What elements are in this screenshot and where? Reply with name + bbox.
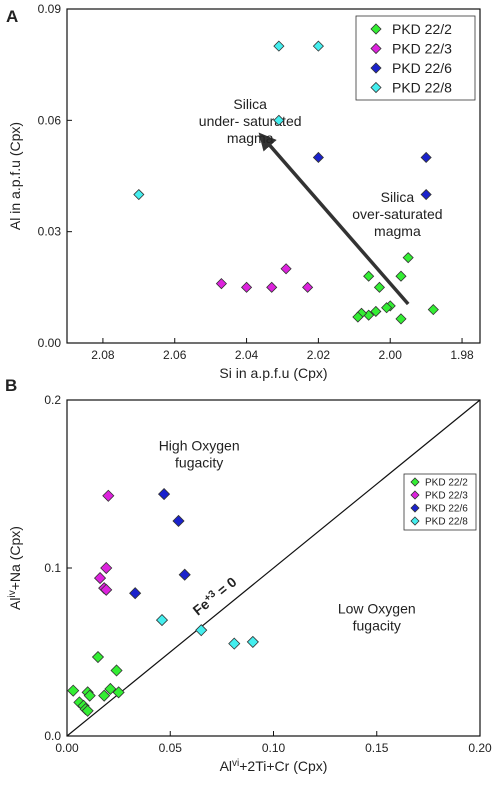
data-point (178, 568, 191, 581)
panel-label: A (6, 7, 18, 26)
data-point (104, 682, 117, 696)
legend-entry: PKD 22/3 (425, 491, 468, 502)
data-point (370, 305, 382, 318)
data-point (83, 689, 96, 702)
data-point (98, 689, 111, 702)
panel-label: B (5, 376, 17, 395)
data-point (395, 313, 407, 325)
x-tick-label: 0.10 (262, 741, 286, 755)
y-tick-label: 0.03 (38, 225, 62, 239)
data-point (427, 304, 439, 316)
data-point (195, 624, 208, 637)
data-point (133, 188, 145, 201)
data-point (273, 40, 285, 52)
legend-marker (410, 477, 420, 487)
reference-line-label: Fe+3 = 0 (189, 573, 240, 618)
x-tick-label: 2.06 (163, 348, 187, 362)
annotation: Silica under- saturated magma (199, 96, 302, 146)
data-point (246, 635, 259, 648)
x-tick-label: 1.98 (450, 348, 474, 362)
annotation: High Oxygen fugacity (159, 437, 240, 470)
legend-marker (370, 42, 382, 55)
annotation: Silica over-saturated magma (352, 189, 442, 239)
panel-B: B 0.00 0.05 0.10 0.15 0.20 0.0 0.1 0.2 Alvi+2Ti+C… (5, 376, 492, 774)
y-axis-label: Aliv+Na (Cpx) (7, 526, 24, 610)
data-point (91, 650, 105, 664)
x-axis-label: Si in a.p.f.u (Cpx) (219, 365, 327, 381)
data-point (129, 587, 142, 600)
legend-entry: PKD 22/2 (392, 21, 452, 37)
data-point (273, 114, 285, 126)
data-point (81, 704, 94, 717)
data-point (420, 151, 432, 164)
trend-arrow (258, 132, 410, 306)
legend: PKD 22/2 PKD 22/3 PKD 22/6 PKD 22/8 (355, 15, 476, 101)
legend-marker (410, 516, 420, 526)
y-tick-label: 0.0 (44, 729, 61, 743)
y-tick-label: 0.2 (44, 393, 61, 407)
data-point (215, 278, 227, 290)
x-tick-label: 0.20 (468, 741, 492, 755)
data-point (280, 263, 292, 275)
data-point (67, 684, 80, 697)
y-axis-label: Al in a.p.f.u (Cpx) (7, 122, 23, 230)
x-tick-label: 0.05 (159, 741, 183, 755)
legend-entry: PKD 22/3 (392, 41, 452, 57)
data-point (266, 281, 278, 293)
data-point (172, 514, 185, 528)
annotation: Low Oxygen fugacity (338, 600, 416, 633)
legend-marker (410, 503, 420, 513)
data-point (157, 488, 171, 501)
legend-entry: PKD 22/2 (425, 478, 468, 489)
data-point (420, 188, 432, 201)
data-point (395, 270, 407, 282)
data-point (312, 151, 324, 164)
data-point (102, 489, 115, 502)
y-tick-label: 0.09 (38, 2, 62, 16)
data-point (112, 686, 125, 699)
data-point (402, 252, 414, 264)
panel-A: A 2.08 2.06 2.04 2.02 2.00 1.98 0.00 0.03 0.06 0.0… (6, 2, 481, 381)
data-point (381, 302, 393, 314)
reference-line (66, 399, 481, 737)
legend-entry: PKD 22/6 (392, 60, 452, 76)
data-point (155, 614, 169, 627)
legend-entry: PKD 22/8 (425, 517, 468, 528)
x-tick-label: 2.04 (235, 348, 259, 362)
x-tick-label: 0.00 (55, 741, 79, 755)
data-point (302, 281, 314, 293)
legend-marker (370, 81, 382, 94)
data-point (352, 311, 364, 323)
x-axis-label: Alvi+2Ti+Cr (Cpx) (220, 758, 328, 775)
data-point (228, 637, 241, 650)
legend-marker (370, 62, 382, 74)
data-point (363, 270, 375, 282)
data-point (110, 664, 123, 677)
x-tick-label: 2.02 (307, 348, 331, 362)
data-point (373, 281, 386, 293)
legend: PKD 22/2 PKD 22/3 PKD 22/6 PKD 22/8 (403, 473, 477, 531)
data-point (100, 561, 113, 575)
data-point (93, 572, 107, 585)
y-tick-label: 0.1 (44, 561, 61, 575)
y-tick-label: 0.06 (38, 113, 62, 127)
data-point (100, 583, 113, 596)
data-point (240, 281, 253, 293)
legend-marker (410, 490, 420, 500)
x-tick-label: 2.00 (379, 348, 403, 362)
legend-entry: PKD 22/8 (392, 80, 452, 96)
data-point (312, 40, 324, 52)
y-tick-label: 0.00 (38, 336, 62, 350)
x-tick-label: 0.15 (365, 741, 389, 755)
legend-entry: PKD 22/6 (425, 504, 468, 515)
plot-frame (66, 8, 481, 344)
legend-marker (370, 23, 382, 35)
x-tick-label: 2.08 (91, 348, 115, 362)
